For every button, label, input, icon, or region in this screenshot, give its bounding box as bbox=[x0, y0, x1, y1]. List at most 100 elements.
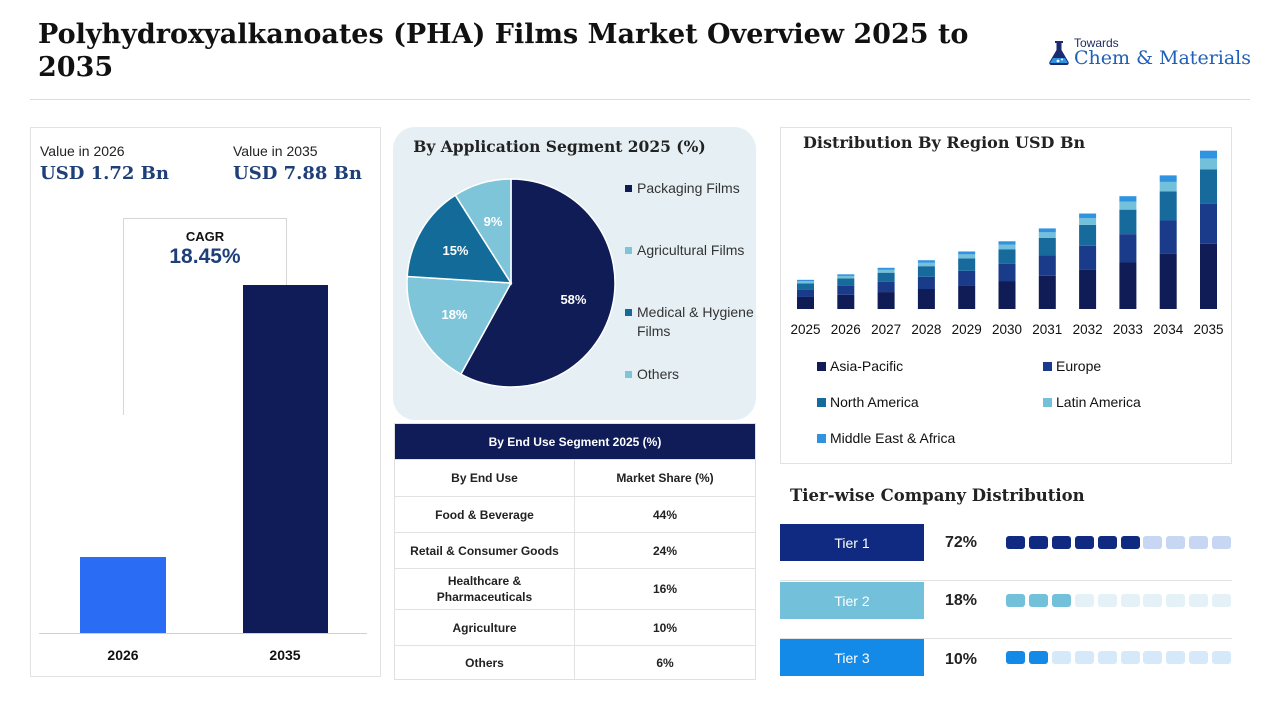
pie-legend: Packaging Films Agricultural Films Medic… bbox=[625, 179, 755, 395]
region-legend-item: Middle East & Africa bbox=[817, 430, 955, 446]
region-bar-segment bbox=[998, 244, 1016, 250]
region-x-tick-label: 2033 bbox=[1113, 322, 1143, 337]
region-bar-segment bbox=[1159, 175, 1177, 182]
header-divider bbox=[30, 99, 1250, 100]
region-legend-swatch bbox=[817, 362, 826, 371]
region-legend-label: Latin America bbox=[1056, 394, 1141, 410]
region-bar-segment bbox=[1200, 158, 1217, 170]
region-bar-segment bbox=[1159, 191, 1177, 221]
region-legend-label: Middle East & Africa bbox=[830, 430, 956, 446]
pie-slice-label: 58% bbox=[560, 292, 586, 307]
tier-dot bbox=[1143, 594, 1163, 607]
region-bar-segment bbox=[958, 285, 976, 309]
region-bar-segment bbox=[877, 269, 895, 273]
region-bar-segment bbox=[1079, 213, 1097, 219]
region-bar-segment bbox=[877, 267, 895, 270]
region-bar-segment bbox=[998, 281, 1016, 309]
region-bar-segment bbox=[917, 260, 935, 263]
tier-3-percent: 10% bbox=[945, 651, 978, 668]
region-legend-swatch bbox=[817, 434, 826, 443]
region-x-tick-label: 2025 bbox=[790, 322, 820, 337]
tier-dot bbox=[1166, 651, 1186, 664]
tier-dot bbox=[1051, 594, 1071, 607]
region-bar-segment bbox=[1200, 150, 1217, 159]
region-bar-segment bbox=[1119, 262, 1137, 309]
region-bar-segment bbox=[1200, 169, 1217, 204]
region-x-tick-label: 2032 bbox=[1073, 322, 1103, 337]
cagr-leader-line-right bbox=[286, 274, 287, 286]
region-bar-segment bbox=[837, 274, 855, 276]
cagr-label: CAGR bbox=[185, 229, 225, 244]
brand-logo: Towards Chem & Materials bbox=[1044, 34, 1254, 74]
region-bar-segment bbox=[1119, 201, 1137, 210]
pie-slice bbox=[406, 194, 513, 284]
tier-dot bbox=[1143, 536, 1163, 549]
table-cell: 10% bbox=[652, 620, 678, 635]
region-x-tick-label: 2029 bbox=[952, 322, 982, 337]
table-header-cell: By End Use bbox=[395, 460, 575, 496]
region-legend-item: Asia-Pacific bbox=[817, 358, 903, 374]
region-bar-segment bbox=[1119, 196, 1137, 202]
tier-dot bbox=[1074, 536, 1094, 549]
region-stacked-bar-chart: 2025 2026 2027 2028 2029 2030 2031 2032 2033 2034… bbox=[790, 150, 1224, 337]
region-legend-label: Europe bbox=[1056, 358, 1102, 374]
table-cell: 44% bbox=[652, 507, 678, 522]
bar-axis bbox=[39, 633, 367, 634]
region-bar-segment bbox=[797, 289, 814, 297]
region-bar-segment bbox=[1200, 243, 1217, 309]
region-legend-swatch bbox=[1043, 362, 1052, 371]
tier-separator bbox=[780, 580, 1232, 581]
table-cell: 6% bbox=[656, 656, 674, 670]
table-row: Others 6% bbox=[395, 645, 755, 680]
region-bar-segment bbox=[1159, 220, 1177, 254]
pie-legend-swatch bbox=[625, 371, 632, 378]
region-bar-segment bbox=[998, 249, 1016, 264]
application-pie-chart: 58% 18% 15% 9% bbox=[406, 178, 616, 388]
pie-legend-item: Agricultural Films bbox=[625, 241, 755, 303]
region-x-tick-label: 2028 bbox=[911, 322, 941, 337]
cagr-box: CAGR 18.45% bbox=[123, 218, 287, 274]
region-bar-segment bbox=[1119, 209, 1137, 235]
bar-label-2035: 2035 bbox=[269, 647, 301, 663]
page-title: Polyhydroxyalkanoates (PHA) Films Market… bbox=[38, 19, 969, 83]
table-cell: Agriculture bbox=[395, 610, 575, 645]
pie-slice-label: 18% bbox=[441, 307, 467, 322]
tier-1-percent: 72% bbox=[945, 534, 978, 551]
tier-dot bbox=[1051, 651, 1071, 664]
region-bar-segment bbox=[797, 283, 814, 290]
pie-legend-swatch bbox=[625, 247, 632, 254]
tier-dot bbox=[1006, 594, 1025, 607]
region-distribution-panel: Distribution By Region USD Bn 2025 2026 20… bbox=[780, 127, 1232, 464]
region-bar-segment bbox=[917, 276, 935, 290]
region-x-tick-label: 2030 bbox=[992, 322, 1022, 337]
bar-2026 bbox=[80, 557, 166, 633]
tier-dot bbox=[1051, 536, 1071, 549]
region-bar-segment bbox=[1079, 218, 1097, 225]
tier-dot bbox=[1097, 651, 1117, 664]
region-bar-segment bbox=[998, 263, 1016, 282]
tier-dot bbox=[1212, 594, 1232, 607]
region-legend-item: Europe bbox=[1043, 358, 1101, 374]
region-bar-segment bbox=[837, 285, 855, 295]
tier-row-1: Tier 1 72% bbox=[780, 524, 1232, 582]
region-x-tick-label: 2034 bbox=[1153, 322, 1184, 337]
tier-dot bbox=[1006, 536, 1025, 549]
logo-name-text: Chem & Materials bbox=[1074, 47, 1252, 69]
region-bar-segment bbox=[837, 278, 855, 286]
application-segment-panel: By Application Segment 2025 (%) 58% 18% 15… bbox=[393, 127, 756, 420]
tier-row-2: Tier 2 18% bbox=[780, 582, 1232, 640]
tier-dot bbox=[1028, 536, 1048, 549]
region-bar-segment bbox=[877, 292, 895, 309]
region-bar-segment bbox=[958, 254, 976, 259]
region-x-tick-label: 2031 bbox=[1032, 322, 1062, 337]
region-bar-segment bbox=[958, 258, 976, 271]
region-bar-segment bbox=[1079, 224, 1097, 246]
tier-row-3: Tier 3 10% bbox=[780, 639, 1232, 697]
tier-dot bbox=[1212, 536, 1232, 549]
value-2035-label: Value in 2035 bbox=[233, 143, 318, 159]
pie-slice-label: 9% bbox=[484, 214, 503, 229]
tier-2-percent: 18% bbox=[945, 592, 978, 609]
region-bar-segment bbox=[1200, 203, 1217, 244]
tier-1-label: Tier 1 bbox=[780, 524, 924, 561]
table-row: Healthcare & Pharmaceuticals 16% bbox=[395, 568, 755, 609]
